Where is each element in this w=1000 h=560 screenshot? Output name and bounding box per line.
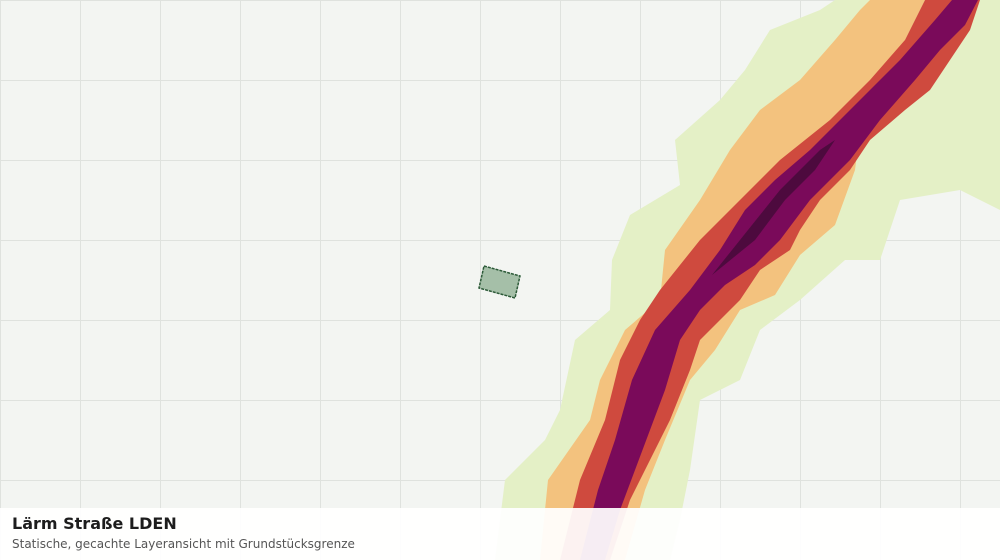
layer-subtitle: Statische, gecachte Layeransicht mit Gru… xyxy=(12,537,355,551)
noise-band-highest xyxy=(712,140,835,275)
noise-band-high xyxy=(560,0,980,560)
layer-title: Lärm Straße LDEN xyxy=(12,514,177,533)
parcel-boundary[interactable] xyxy=(478,265,521,299)
noise-layer xyxy=(495,0,1000,560)
caption-panel xyxy=(0,508,1000,560)
noise-band-very-high xyxy=(580,0,978,560)
